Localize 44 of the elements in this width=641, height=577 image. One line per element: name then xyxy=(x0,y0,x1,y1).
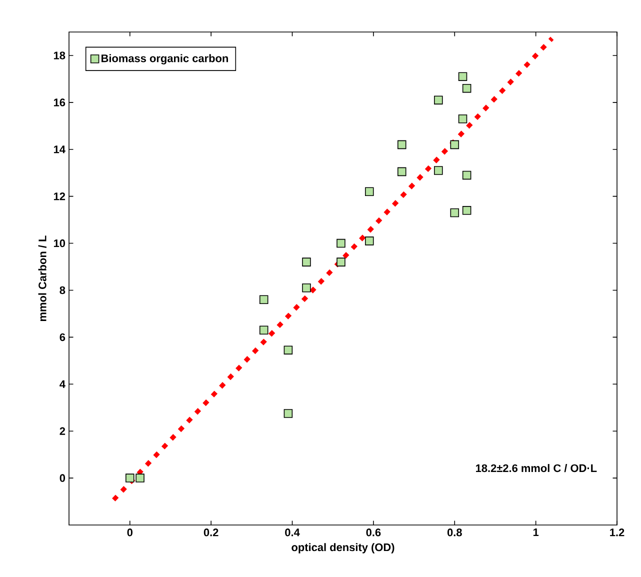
point xyxy=(458,72,468,81)
y-tick-label: 0 xyxy=(60,474,66,482)
y-tick-label: 18 xyxy=(54,52,66,60)
y-tick-label: 2 xyxy=(60,427,66,435)
point xyxy=(434,166,443,175)
y-tick-label: 14 xyxy=(54,146,66,154)
point xyxy=(462,206,472,215)
x-tick-label: 1 xyxy=(533,528,539,536)
point xyxy=(126,474,134,482)
annotation: 18.2±2.6 mmol C / OD·L xyxy=(476,464,597,472)
y-tick-label: 10 xyxy=(54,239,66,248)
point xyxy=(458,114,468,124)
point xyxy=(336,258,346,266)
point xyxy=(336,238,346,248)
y-tick-label: 4 xyxy=(60,380,66,388)
point xyxy=(302,258,311,266)
point xyxy=(462,170,472,180)
x-tick-label: 0.6 xyxy=(366,528,381,536)
point xyxy=(284,346,293,354)
y-tick-label: 16 xyxy=(54,98,66,106)
point xyxy=(259,326,268,335)
point xyxy=(462,84,472,93)
legend-label: Biomass organic carbon xyxy=(102,54,228,64)
x-tick-label: 0 xyxy=(127,528,132,536)
x-tick-label: 0.2 xyxy=(204,528,218,536)
point xyxy=(365,187,374,196)
y-tick-label: 8 xyxy=(60,286,66,294)
point xyxy=(284,409,293,418)
point xyxy=(397,167,406,176)
point xyxy=(259,295,268,304)
y-tick-label: 6 xyxy=(60,333,66,342)
x-tick-label: 0.4 xyxy=(285,528,300,536)
point xyxy=(302,284,311,292)
point xyxy=(450,208,460,218)
point xyxy=(365,236,374,246)
x-tick-label: 0.8 xyxy=(447,528,462,536)
point xyxy=(450,140,460,150)
y-tick-label: 12 xyxy=(54,192,66,200)
x-axis-title: optical density (OD) xyxy=(292,543,394,554)
point xyxy=(397,140,406,150)
point xyxy=(136,474,144,482)
x-tick-label: 1.2 xyxy=(610,528,624,536)
point xyxy=(434,96,443,104)
y-axis-title: mmol Carbon / L xyxy=(38,236,46,322)
